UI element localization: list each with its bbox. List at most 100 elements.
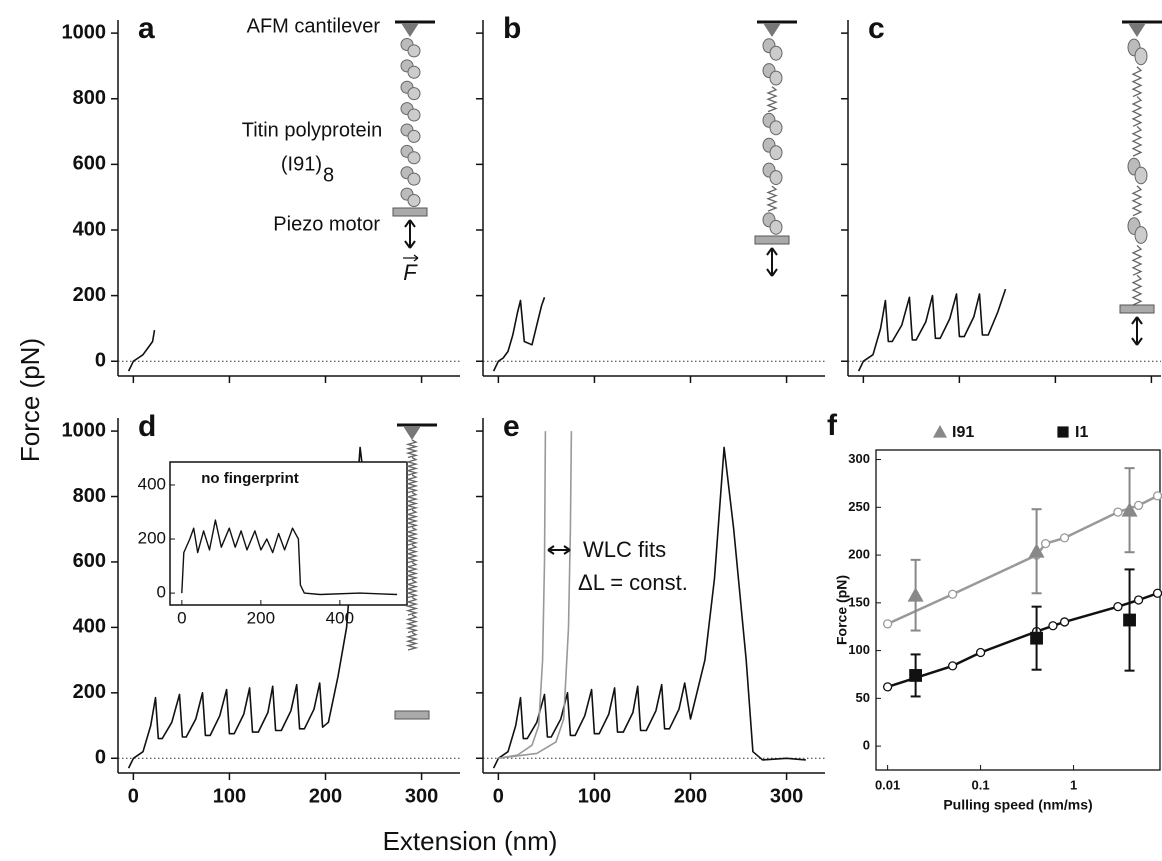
- y-tick-label: 600: [73, 153, 106, 175]
- unfolded-chain: [405, 544, 419, 564]
- y-tick-label: 600: [73, 550, 106, 572]
- unfolded-chain: [405, 491, 419, 511]
- unfolded-chain: [766, 86, 778, 113]
- tip: [763, 23, 781, 37]
- fit-point: [947, 661, 958, 671]
- fit-point: [1059, 617, 1070, 627]
- vector-arrow: [403, 254, 419, 262]
- y-tick-label: 0: [95, 350, 106, 372]
- data-point: [1030, 631, 1043, 645]
- folded-domain: [769, 120, 783, 136]
- tip: [401, 23, 419, 37]
- protein-name: (I91): [281, 153, 322, 175]
- x-tick-label: 100: [578, 785, 611, 807]
- folded-domain: [407, 151, 421, 165]
- y-tick-label: 0: [863, 738, 870, 753]
- panel-label: f: [827, 409, 838, 442]
- folded-domain: [407, 172, 421, 186]
- y-axis-title: Force (pN): [834, 575, 850, 645]
- unfolded-chain: [1131, 66, 1143, 98]
- unfolded-chain: [405, 561, 419, 581]
- inset-trace: [181, 519, 398, 596]
- y-tick-label: 400: [73, 616, 106, 638]
- double-arrow: [547, 545, 571, 555]
- folded-domain: [407, 129, 421, 143]
- folded-domain: [1134, 47, 1148, 66]
- unfolded-chain: [405, 614, 419, 634]
- y-axis-title: Force (pN): [15, 338, 45, 462]
- unfolded-chain: [405, 439, 419, 459]
- inset-x-tick-label: 0: [177, 608, 186, 627]
- inset-y-tick-label: 200: [138, 529, 166, 548]
- legend-label: I91: [952, 424, 974, 441]
- data-point: [1121, 502, 1138, 517]
- force-trace: [492, 446, 806, 769]
- y-tick-label: 200: [848, 547, 870, 562]
- panel-label: c: [868, 12, 885, 45]
- folded-domain: [407, 65, 421, 79]
- protein-label: Titin polyprotein: [242, 119, 382, 141]
- panel-label: d: [138, 410, 156, 443]
- x-tick-label: 0.1: [972, 777, 990, 792]
- x-tick-label: 0: [493, 785, 504, 807]
- fit-point: [1133, 595, 1144, 605]
- protein-subscript: 8: [323, 164, 334, 186]
- inset-y-tick-label: 400: [138, 474, 166, 493]
- y-tick-label: 150: [848, 594, 870, 609]
- unfolded-chain: [766, 185, 778, 212]
- fit-point: [882, 619, 893, 629]
- y-tick-label: 1000: [62, 21, 107, 43]
- force-symbol: F: [403, 260, 418, 285]
- data-point: [1123, 613, 1136, 627]
- piezo: [1119, 304, 1155, 314]
- y-tick-label: 250: [848, 499, 870, 514]
- piezo: [392, 207, 428, 217]
- unfolded-chain: [405, 474, 419, 494]
- legend-symbol: [933, 425, 947, 438]
- force-trace: [857, 288, 1007, 372]
- x-axis-title: Extension (nm): [383, 826, 558, 856]
- fit-point: [1059, 533, 1070, 543]
- force-trace: [492, 297, 546, 372]
- force-trace: [498, 431, 547, 760]
- fit-point: [1152, 491, 1162, 501]
- x-tick-label: 0.01: [875, 777, 900, 792]
- fit-point: [947, 589, 958, 599]
- tip: [403, 426, 421, 440]
- panel-label: a: [138, 12, 155, 45]
- folded-domain: [769, 45, 783, 61]
- unfolded-chain: [1131, 125, 1143, 157]
- data-point: [909, 669, 923, 682]
- folded-domain: [769, 170, 783, 186]
- x-tick-label: 300: [405, 785, 438, 807]
- unfolded-chain: [1131, 96, 1143, 127]
- y-tick-label: 800: [73, 87, 106, 109]
- force-trace: [127, 329, 156, 372]
- fit-point: [1113, 602, 1123, 612]
- y-tick-label: 50: [856, 690, 870, 705]
- data-point: [907, 587, 924, 602]
- fit-point: [1152, 588, 1162, 598]
- unfolded-chain: [405, 526, 419, 546]
- force-arrow: [1131, 316, 1143, 346]
- y-tick-label: 800: [73, 485, 106, 507]
- unfolded-chain: [1131, 274, 1143, 306]
- unfolded-chain: [405, 509, 419, 529]
- fit-point: [1113, 507, 1123, 517]
- force-arrow: [404, 219, 416, 249]
- y-tick-label: 200: [73, 681, 106, 703]
- annotation: WLC fits: [583, 537, 666, 562]
- piezo: [754, 235, 790, 245]
- y-tick-label: 1000: [62, 419, 107, 441]
- unfolded-chain: [405, 456, 419, 476]
- legend-symbol: [1057, 426, 1069, 438]
- inset-y-tick-label: 0: [157, 583, 166, 602]
- fit-point: [1040, 538, 1051, 549]
- folded-domain: [407, 87, 421, 101]
- folded-domain: [407, 108, 421, 122]
- folded-domain: [407, 194, 421, 208]
- legend-label: I1: [1075, 424, 1088, 441]
- folded-domain: [769, 70, 783, 86]
- x-axis-title: Pulling speed (nm/ms): [943, 797, 1092, 813]
